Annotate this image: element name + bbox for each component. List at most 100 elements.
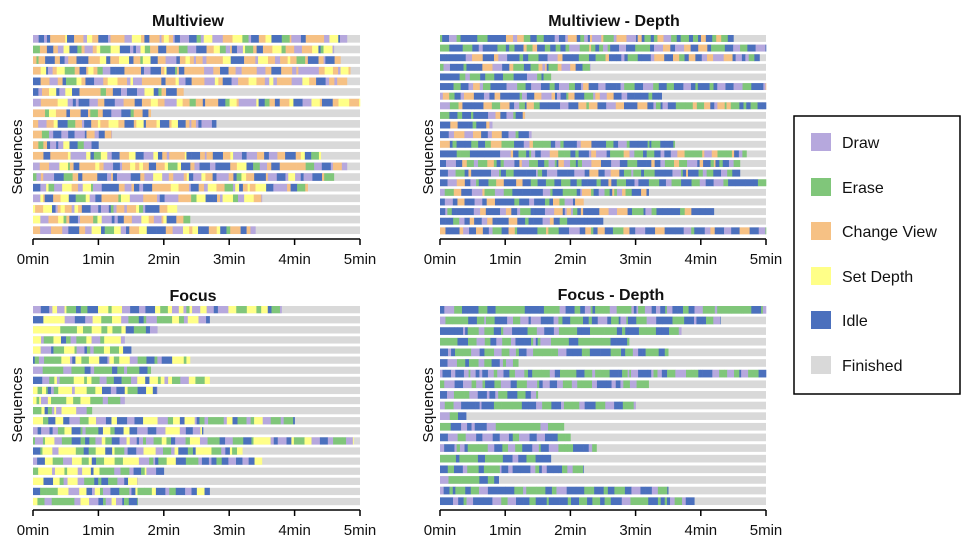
segment-idle — [490, 150, 501, 158]
sequence-row — [33, 407, 360, 415]
segment-idle — [585, 150, 590, 158]
segment-set-depth — [174, 447, 179, 455]
segment-idle — [587, 35, 591, 42]
segment-set-depth — [33, 417, 44, 425]
segment-idle — [590, 83, 599, 91]
segment-erase — [297, 183, 306, 192]
segment-set-depth — [244, 194, 255, 203]
segment-draw — [755, 44, 766, 52]
segment-draw — [440, 486, 444, 495]
segment-draw — [704, 227, 711, 235]
segment-change-view — [55, 109, 67, 118]
segment-set-depth — [86, 35, 93, 43]
segment-draw — [138, 457, 150, 465]
segment-erase — [524, 422, 534, 431]
segment-idle — [316, 77, 326, 86]
segment-set-depth — [115, 316, 122, 324]
segment-draw — [588, 150, 592, 158]
segment-erase — [456, 150, 461, 158]
legend: Draw Erase Change View Set Depth Idle Fi… — [793, 115, 961, 395]
segment-change-view — [205, 98, 213, 107]
segment-change-view — [599, 208, 609, 216]
segment-idle — [581, 327, 591, 335]
segment-change-view — [182, 88, 184, 96]
segment-erase — [576, 179, 582, 187]
finished-segment — [33, 88, 360, 96]
segment-change-view — [247, 56, 256, 64]
segment-idle — [572, 198, 576, 206]
segment-idle — [312, 173, 323, 181]
segment-erase — [560, 140, 564, 148]
segment-idle — [494, 444, 499, 452]
sequence-row — [33, 173, 360, 181]
segment-change-view — [215, 56, 224, 64]
segment-idle — [488, 497, 493, 506]
segment-idle — [629, 227, 636, 235]
segment-idle — [552, 433, 558, 442]
segment-erase — [38, 141, 44, 149]
segment-set-depth — [171, 120, 179, 128]
segment-set-depth — [124, 386, 128, 395]
segment-change-view — [81, 88, 91, 96]
segment-draw — [143, 66, 151, 75]
segment-change-view — [206, 45, 215, 54]
segment-idle — [449, 140, 453, 148]
sequence-row — [33, 437, 360, 445]
segment-idle — [604, 227, 614, 235]
segment-idle — [522, 444, 531, 452]
segment-draw — [683, 83, 692, 91]
segment-idle — [517, 227, 528, 235]
segment-erase — [444, 188, 455, 196]
segment-erase — [472, 121, 477, 129]
segment-change-view — [508, 227, 516, 235]
segment-idle — [206, 316, 210, 324]
segment-erase — [719, 160, 724, 167]
segment-erase — [63, 173, 73, 181]
segment-erase — [185, 457, 190, 465]
segment-draw — [445, 160, 457, 167]
segment-idle — [667, 208, 673, 216]
segment-erase — [43, 336, 54, 344]
segment-idle — [699, 208, 706, 216]
segment-draw — [292, 66, 297, 75]
segment-draw — [503, 327, 513, 335]
segment-change-view — [578, 102, 587, 110]
segment-change-view — [262, 45, 273, 54]
segment-change-view — [457, 198, 465, 206]
x-tick-label: 4min — [278, 522, 311, 539]
segment-draw — [70, 151, 80, 160]
segment-erase — [525, 217, 529, 225]
segment-idle — [700, 369, 703, 378]
segment-idle — [514, 44, 524, 52]
segment-draw — [530, 465, 536, 474]
segment-erase — [599, 44, 604, 52]
segment-draw — [541, 465, 548, 474]
segment-erase — [106, 376, 115, 384]
segment-set-depth — [85, 194, 91, 203]
segment-idle — [477, 63, 483, 71]
segment-draw — [763, 83, 766, 91]
legend-entry-change-view: Change View — [811, 222, 937, 241]
segment-idle — [696, 316, 703, 325]
segment-idle — [72, 98, 77, 107]
segment-change-view — [148, 215, 155, 224]
segment-erase — [536, 486, 546, 495]
segment-erase — [109, 396, 113, 405]
segment-erase — [110, 205, 114, 213]
segment-draw — [598, 83, 606, 91]
segment-change-view — [101, 194, 111, 203]
segment-draw — [453, 401, 462, 410]
segment-idle — [201, 427, 204, 435]
segment-draw — [486, 422, 497, 431]
segment-change-view — [265, 173, 269, 181]
segment-set-depth — [203, 35, 213, 43]
segment-change-view — [195, 56, 203, 64]
segment-idle — [607, 486, 615, 495]
segment-draw — [235, 66, 242, 75]
y-axis-label: Sequences — [9, 367, 26, 442]
segment-draw — [593, 92, 596, 100]
segment-set-depth — [99, 56, 107, 64]
segment-erase — [64, 66, 75, 75]
segment-draw — [735, 54, 743, 62]
segment-idle — [584, 217, 588, 225]
